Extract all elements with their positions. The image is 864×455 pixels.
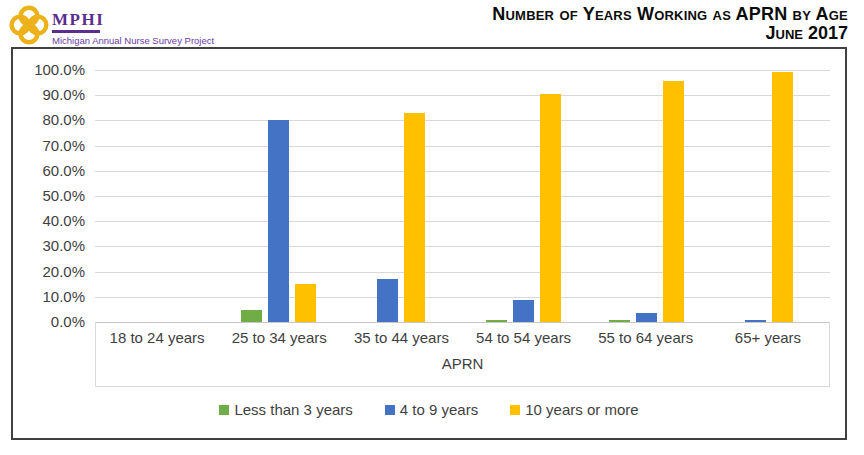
bar-group-55-to-64-years (585, 70, 708, 322)
y-tick-label: 80.0% (13, 111, 85, 129)
chart-title: Number of Years Working as APRN by Age (492, 4, 848, 24)
y-tick-label: 30.0% (13, 237, 85, 255)
chart-subtitle-date: June 2017 (492, 24, 848, 43)
y-tick-label: 10.0% (13, 288, 85, 306)
mphi-logo: MPHI Michigan Annual Nurse Survey Projec… (8, 4, 214, 46)
plot-area (95, 70, 830, 323)
y-tick-label: 70.0% (13, 137, 85, 155)
y-tick-label: 100.0% (13, 61, 85, 79)
legend-swatch-4-to-9-years (385, 405, 395, 415)
bar-4-to-9-years-55-to-64-years (636, 313, 657, 322)
bar-10-years-or-more-65-years (772, 72, 793, 322)
legend-item-10-years-or-more: 10 years or more (510, 401, 638, 418)
bar-group-25-to-34-years (218, 70, 341, 322)
x-tick-label: 55 to 64 years (585, 329, 707, 346)
bar-less-than-3-years-25-to-34-years (241, 310, 262, 322)
legend-label: 4 to 9 years (400, 401, 478, 418)
logo-text: MPHI Michigan Annual Nurse Survey Projec… (52, 11, 214, 46)
x-tick-label: 35 to 44 years (340, 329, 462, 346)
mphi-knot-icon (8, 4, 50, 46)
legend: Less than 3 years 4 to 9 years 10 years or… (13, 401, 845, 418)
bar-10-years-or-more-35-to-44-years (404, 113, 425, 322)
bar-group-54-to-54-years (463, 70, 586, 322)
legend-swatch-less-than-3-years (219, 405, 229, 415)
legend-label: Less than 3 years (234, 401, 352, 418)
bar-4-to-9-years-25-to-34-years (268, 120, 289, 322)
y-tick-label: 60.0% (13, 162, 85, 180)
legend-item-less-than-3-years: Less than 3 years (219, 401, 352, 418)
y-tick-label: 50.0% (13, 187, 85, 205)
bar-group-65-years (708, 70, 831, 322)
x-tick-label: 54 to 54 years (463, 329, 585, 346)
legend-swatch-10-years-or-more (510, 405, 520, 415)
bar-group-35-to-44-years (340, 70, 463, 322)
logo-subtitle: Michigan Annual Nurse Survey Project (52, 35, 214, 46)
chart-frame: 0.0% 10.0% 20.0% 30.0% 40.0% 50.0% 60.0% 70.0% 8… (11, 47, 847, 440)
legend-item-4-to-9-years: 4 to 9 years (385, 401, 478, 418)
x-axis-box: 18 to 24 years25 to 34 years35 to 44 yea… (95, 322, 830, 387)
x-tick-label: 18 to 24 years (96, 329, 218, 346)
y-tick-label: 0.0% (13, 313, 85, 331)
bar-10-years-or-more-55-to-64-years (663, 81, 684, 322)
x-tick-label: 25 to 34 years (218, 329, 340, 346)
bar-4-to-9-years-54-to-54-years (513, 300, 534, 322)
logo-acronym: MPHI (52, 11, 214, 28)
legend-label: 10 years or more (525, 401, 638, 418)
y-tick-label: 20.0% (13, 263, 85, 281)
y-tick-label: 40.0% (13, 212, 85, 230)
x-axis-tick-labels: 18 to 24 years25 to 34 years35 to 44 yea… (96, 322, 829, 346)
bar-4-to-9-years-35-to-44-years (377, 279, 398, 322)
x-axis-title: APRN (96, 355, 829, 372)
bar-group-18-to-24-years (95, 70, 218, 322)
x-tick-label: 65+ years (707, 329, 829, 346)
chart-title-block: Number of Years Working as APRN by Age J… (492, 4, 848, 43)
logo-underline (52, 30, 100, 33)
bar-10-years-or-more-54-to-54-years (540, 94, 561, 322)
bar-10-years-or-more-25-to-34-years (295, 284, 316, 322)
y-tick-label: 90.0% (13, 86, 85, 104)
